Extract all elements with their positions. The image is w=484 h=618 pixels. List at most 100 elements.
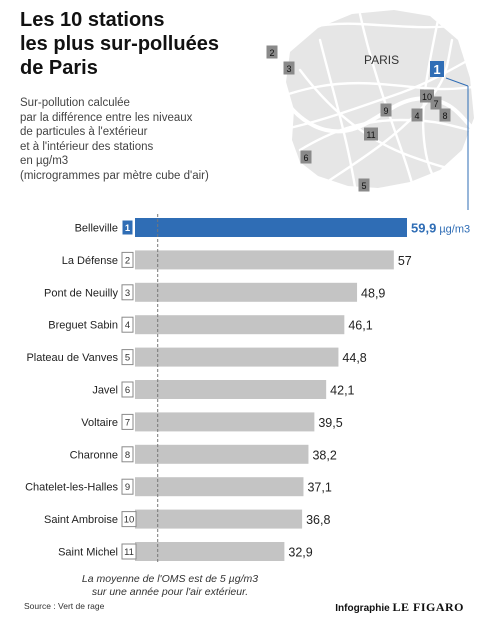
map-marker-label: 1 <box>433 62 440 77</box>
bar-row: La Défense 2 57 <box>62 250 412 270</box>
bar-row: Chatelet-les-Halles 9 37,1 <box>25 477 332 497</box>
value-label: 36,8 <box>306 513 330 527</box>
bar-row: Belleville 1 59,9 µg/m3 <box>75 218 470 237</box>
value-label: 38,2 <box>312 448 336 462</box>
subtitle-line-6: (microgrammes par mètre cube d'air) <box>20 169 209 182</box>
map-marker-label: 2 <box>269 48 274 58</box>
value-label: 57 <box>398 254 412 268</box>
value-label: 32,9 <box>288 546 312 560</box>
value-label: 46,1 <box>348 319 372 333</box>
map-marker-label: 6 <box>303 153 308 163</box>
value-label: 59,9 µg/m3 <box>411 221 470 236</box>
map-marker-box <box>439 108 451 122</box>
bar-row: Breguet Sabin 4 46,1 <box>48 315 373 335</box>
category-label: Javel <box>92 385 118 397</box>
map-marker-label: 8 <box>442 111 447 121</box>
map-marker: 3 <box>283 61 295 75</box>
bar <box>135 477 304 497</box>
value-label: 44,8 <box>342 351 366 365</box>
map-marker-box <box>430 61 444 77</box>
credit-prefix: Infographie <box>335 603 390 614</box>
value-label: 42,1 <box>330 384 354 398</box>
chart-subtitle: Sur-pollution calculée par la différence… <box>20 96 250 183</box>
subtitle-line-5: en µg/m3 <box>20 155 69 167</box>
subtitle-line-1: Sur-pollution calculée <box>20 97 130 109</box>
map-marker-label: 11 <box>366 130 375 140</box>
map-marker-label: 4 <box>414 111 419 121</box>
unit-label: µg/m3 <box>439 224 470 236</box>
bar-row: Javel 6 42,1 <box>92 380 355 399</box>
paris-label: PARIS <box>364 53 399 67</box>
note-line-2: sur une année pour l'air extérieur. <box>91 586 249 598</box>
map-marker-box <box>364 127 378 141</box>
bar-row: Pont de Neuilly 3 48,9 <box>44 282 385 302</box>
map-marker-label: 3 <box>286 64 291 74</box>
rank-box <box>121 511 137 528</box>
map-marker-label: 10 <box>422 92 432 102</box>
category-label: Saint Ambroise <box>44 514 118 526</box>
bar-row: Saint Ambroise 10 36,8 <box>44 509 330 529</box>
map-marker: 4 <box>411 108 423 122</box>
bar-row: Charonne 8 38,2 <box>70 444 337 464</box>
bar <box>135 218 407 237</box>
rank-box <box>121 543 137 560</box>
rank-label: 9 <box>125 482 130 493</box>
bar <box>135 412 315 432</box>
bar <box>135 250 394 270</box>
map-marker-box <box>358 178 370 192</box>
map-marker-label: 7 <box>433 99 438 109</box>
category-label: Saint Michel <box>58 547 118 559</box>
map-marker: 11 <box>364 127 378 141</box>
chart-title: Les 10 stations les plus sur-polluées de… <box>20 8 250 80</box>
map-marker-box <box>380 103 392 117</box>
bars: Belleville 1 59,9 µg/m3 La Défense 2 57 Pont de… <box>25 218 470 561</box>
rank-box <box>121 478 134 495</box>
le-figaro-logo: LE FIGARO <box>392 600 464 614</box>
map-marker-box <box>283 61 295 75</box>
bar <box>135 380 327 399</box>
map-marker: 5 <box>358 178 370 192</box>
subtitle-line-2: par la différence entre les niveaux <box>20 111 193 124</box>
oms-note: La moyenne de l'OMS est de 5 µg/m3 sur u… <box>40 573 300 599</box>
category-label: Voltaire <box>81 417 118 429</box>
bar <box>135 444 309 464</box>
rank-box <box>121 349 134 366</box>
value-label: 37,1 <box>307 481 331 495</box>
map-marker-label: 9 <box>383 106 388 116</box>
map-marker: 8 <box>439 108 451 122</box>
category-label: Pont de Neuilly <box>44 287 118 299</box>
rank-box <box>121 446 134 463</box>
rank-box <box>121 381 134 398</box>
map-marker-box <box>430 96 442 110</box>
map-marker: 1 <box>430 61 444 77</box>
title-line-3: de Paris <box>20 57 98 79</box>
subtitle-line-3: de particules à l'extérieur <box>20 126 148 138</box>
category-label: Belleville <box>75 223 118 235</box>
map-marker: 10 <box>420 89 434 103</box>
rank-box <box>121 251 134 268</box>
bar <box>135 542 285 561</box>
map-marker-box <box>411 108 423 122</box>
value-label: 48,9 <box>361 286 385 300</box>
rank-box <box>121 316 134 333</box>
bar <box>135 509 303 529</box>
credit: Infographie LE FIGARO <box>335 600 464 615</box>
map-markers: 1 2 3 4 5 6 78 9 10 11 <box>266 45 451 192</box>
map-marker-label: 5 <box>361 181 366 191</box>
title-line-1: Les 10 stations <box>20 9 165 31</box>
map-marker-box <box>300 150 312 164</box>
rank-label: 1 <box>125 223 131 234</box>
map-marker: 2 <box>266 45 278 59</box>
rank-label: 6 <box>125 385 130 396</box>
rank-label: 11 <box>124 547 134 558</box>
category-label: Charonne <box>70 449 118 461</box>
map-marker: 6 <box>300 150 312 164</box>
rank-label: 7 <box>125 417 130 428</box>
map-marker-box <box>420 89 434 103</box>
category-label: Plateau de Vanves <box>26 352 118 364</box>
bar-row: Saint Michel 11 32,9 <box>58 542 313 561</box>
bar-row: Plateau de Vanves 5 44,8 <box>26 347 367 367</box>
rank-box <box>121 284 134 301</box>
category-label: Chatelet-les-Halles <box>25 482 118 494</box>
paris-map: PARIS 1 2 3 4 5 6 78 9 10 11 <box>260 8 484 210</box>
